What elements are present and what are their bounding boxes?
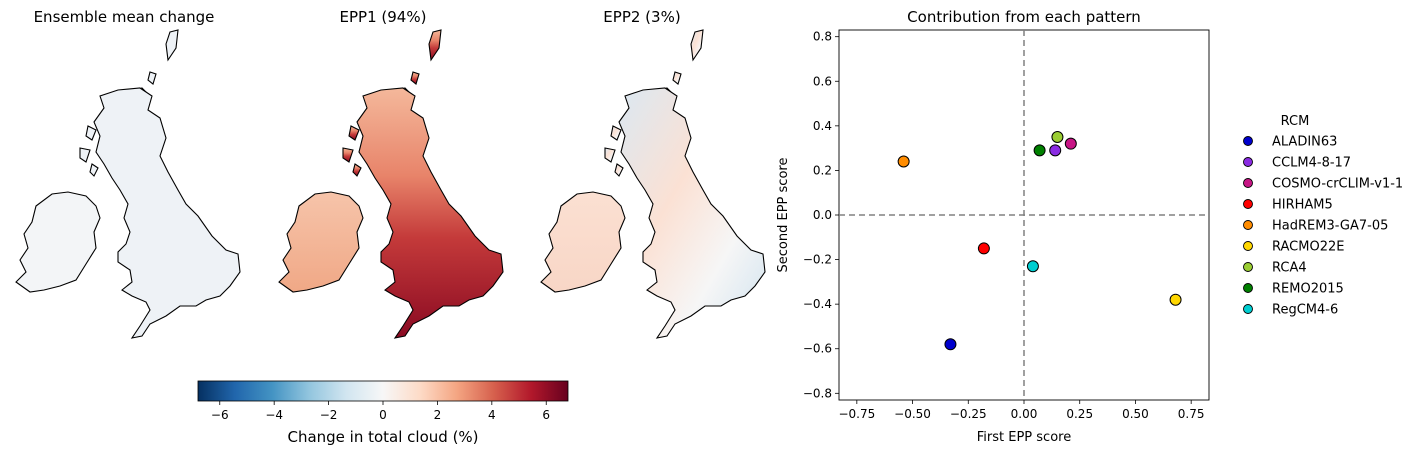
map-title: EPP2 (3%) [603, 8, 680, 26]
legend: RCM ALADIN63 CCLM4-8-17 COSMO-crCLIM-v1-1 H… [1243, 114, 1403, 318]
legend-label: HadREM3-GA7-05 [1272, 219, 1388, 234]
legend-marker [1243, 178, 1253, 188]
data-point-remo2015 [1033, 144, 1046, 157]
great-britain-shape [79, 29, 241, 339]
legend-label: RegCM4-6 [1272, 303, 1338, 318]
colorbar-gradient [197, 380, 569, 402]
legend-label: ALADIN63 [1272, 135, 1337, 150]
great-britain-shape [604, 29, 766, 339]
ireland-shape [278, 191, 364, 293]
map-panel-2: EPP1 (94%) [278, 8, 504, 339]
y-axis-label: Second EPP score [776, 158, 791, 273]
legend-marker [1243, 283, 1253, 293]
map-panel-3: EPP2 (3%) [540, 8, 766, 339]
map-title: Ensemble mean change [34, 8, 215, 26]
map-title: EPP1 (94%) [340, 8, 427, 26]
x-tick-label: −0.75 [838, 407, 875, 421]
colorbar: −6 −4 −2 0 2 4 6 Change in total cloud (%) [197, 380, 569, 446]
data-point-racmo22e [1169, 293, 1182, 306]
chart-title: Contribution from each pattern [907, 8, 1141, 26]
data-point-hirham5 [977, 242, 990, 255]
y-tick-label: 0.4 [813, 119, 832, 133]
y-tick-label: −0.8 [803, 386, 832, 400]
legend-marker [1243, 157, 1253, 167]
data-point-cosmo-crclim-v1-1 [1064, 137, 1077, 150]
colorbar-tick-label: 6 [542, 408, 550, 422]
y-tick-label: −0.4 [803, 297, 832, 311]
legend-label: RCA4 [1272, 261, 1307, 276]
ireland-shape [540, 191, 626, 293]
ireland-shape [15, 191, 101, 293]
x-tick-label: −0.25 [950, 407, 987, 421]
y-tick-label: 0.6 [813, 74, 832, 88]
data-point-regcm4-6 [1026, 260, 1039, 273]
map-panel-1: Ensemble mean change [15, 8, 241, 339]
legend-label: COSMO-crCLIM-v1-1 [1272, 177, 1403, 192]
legend-label: RACMO22E [1272, 240, 1344, 255]
colorbar-tick-label: −6 [211, 408, 229, 422]
colorbar-tick-label: 2 [434, 408, 442, 422]
scatter-chart: Contribution from each pattern −0.75 −0.5… [776, 8, 1210, 445]
y-tick-label: 0.8 [813, 30, 832, 44]
great-britain-shape [342, 29, 504, 339]
colorbar-tick-label: 4 [488, 408, 496, 422]
legend-label: HIRHAM5 [1272, 198, 1333, 213]
legend-marker [1243, 220, 1253, 230]
data-point-rca4 [1051, 130, 1064, 143]
legend-label: REMO2015 [1272, 282, 1344, 297]
colorbar-tick-label: −4 [265, 408, 283, 422]
x-tick-label: 0.75 [1178, 407, 1205, 421]
colorbar-tick-label: −2 [320, 408, 338, 422]
legend-marker [1243, 262, 1253, 272]
y-tick-label: −0.6 [803, 342, 832, 356]
colorbar-label: Change in total cloud (%) [287, 428, 478, 446]
legend-marker [1243, 199, 1253, 209]
x-tick-label: 0.50 [1122, 407, 1149, 421]
y-tick-label: 0.0 [813, 208, 832, 222]
colorbar-tick-label: 0 [379, 408, 387, 422]
y-tick-label: −0.2 [803, 253, 832, 267]
legend-title: RCM [1281, 114, 1310, 129]
legend-label: CCLM4-8-17 [1272, 156, 1351, 171]
data-point-hadrem3-ga7-05 [897, 155, 910, 168]
x-axis-label: First EPP score [977, 430, 1071, 445]
x-tick-label: 0.00 [1011, 407, 1038, 421]
x-tick-label: 0.25 [1066, 407, 1093, 421]
legend-marker [1243, 136, 1253, 146]
legend-marker [1243, 241, 1253, 251]
data-point-aladin63 [944, 338, 957, 351]
data-point-cclm4-8-17 [1049, 144, 1062, 157]
legend-marker [1243, 304, 1253, 314]
y-tick-label: 0.2 [813, 163, 832, 177]
x-tick-label: −0.50 [894, 407, 931, 421]
